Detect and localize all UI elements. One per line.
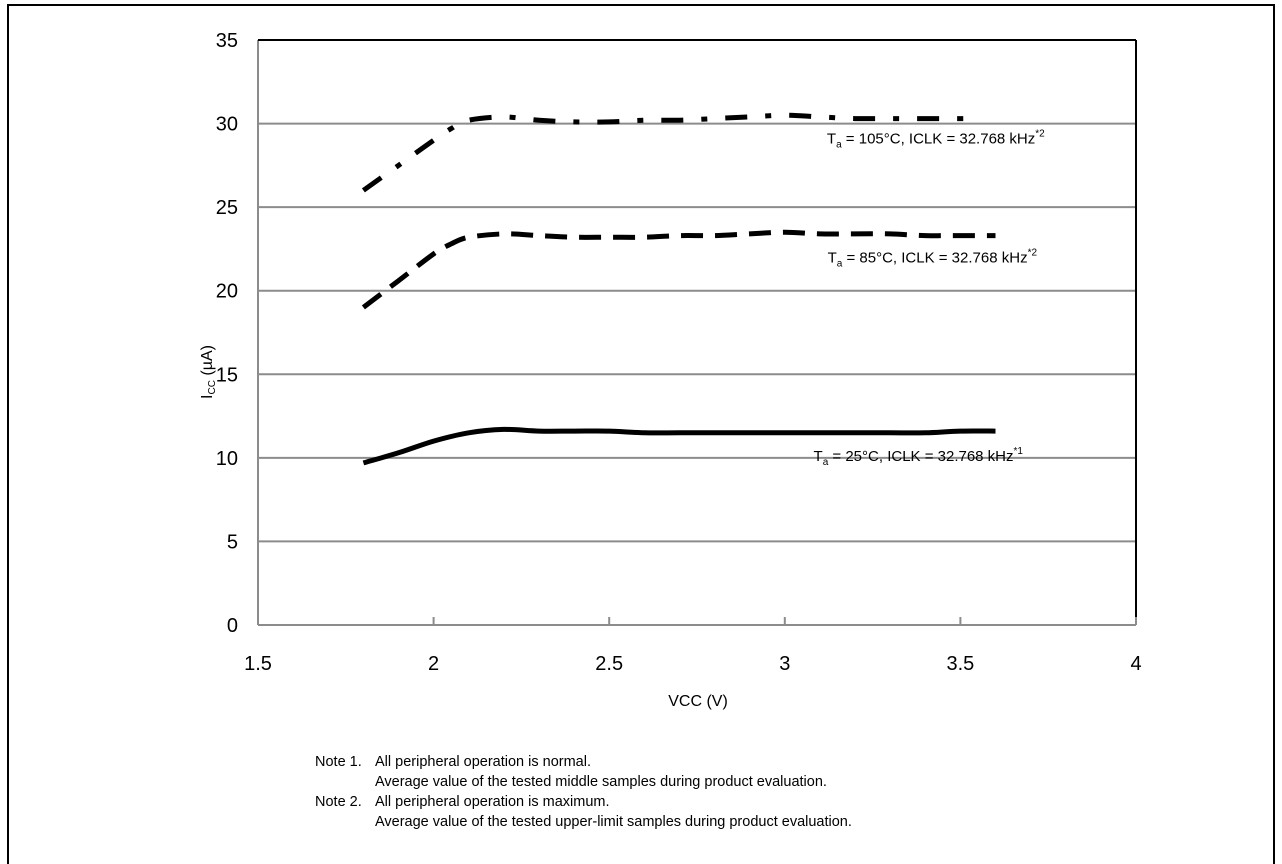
y-axis-title: ICC (µA): [199, 345, 218, 399]
y-tick-label: 15: [216, 364, 238, 386]
axes: [257, 39, 1137, 626]
x-tick-label: 2: [428, 653, 439, 675]
series-label-prefix: T: [814, 448, 823, 465]
series-line-1: [361, 112, 979, 193]
y-axis-title-main: I: [199, 395, 216, 399]
series-label-1: Ta = 105°C, ICLK = 32.768 kHz*2: [827, 129, 1045, 151]
note-2-line-2: Average value of the tested upper-limit …: [375, 814, 852, 830]
y-axis-title-sub: CC: [207, 380, 218, 394]
y-tick-label: 20: [216, 281, 238, 303]
series-label-2: Ta = 85°C, ICLK = 32.768 kHz*2: [828, 247, 1038, 269]
x-tick-label: 2.5: [595, 653, 623, 675]
note-1: Note 1. All peripheral operation is norm…: [315, 752, 852, 772]
y-tick-label: 25: [216, 197, 238, 219]
series-label-text: = 25°C, ICLK = 32.768 kHz: [828, 448, 1013, 465]
series-labels: Ta = 105°C, ICLK = 32.768 kHz*2Ta = 85°C…: [814, 129, 1046, 469]
x-tick-label: 4: [1130, 653, 1141, 675]
x-tick-label: 1.5: [244, 653, 272, 675]
series-lines: [361, 112, 996, 466]
series-label-sup: *1: [1014, 446, 1024, 457]
note-2-label: Note 2.: [315, 794, 362, 810]
series-label-sup: *2: [1028, 247, 1038, 258]
y-tick-label: 0: [227, 615, 238, 637]
note-1-line-2: Average value of the tested middle sampl…: [375, 774, 827, 790]
note-1-label: Note 1.: [315, 754, 362, 770]
x-tick-label: 3.5: [946, 653, 974, 675]
series-line-3: [362, 426, 996, 466]
series-label-sub: a: [836, 140, 842, 151]
note-1-line-1: All peripheral operation is normal.: [375, 754, 591, 770]
tick-labels: 1.5 2 2.5 3 3.5 4 0 5 10 15 20 25 30 35: [216, 30, 1142, 675]
y-tick-label: 5: [227, 531, 238, 553]
y-tick-label: 30: [216, 114, 238, 136]
x-axis-title: VCC (V): [668, 693, 728, 710]
series-label-prefix: T: [827, 131, 836, 148]
grid-lines: [258, 39, 1136, 543]
note-2-line-1: All peripheral operation is maximum.: [375, 794, 610, 810]
series-line-2: [361, 229, 996, 310]
figure-frame: [7, 4, 1275, 864]
series-label-sub: a: [837, 258, 843, 269]
series-label-sub: a: [823, 457, 829, 468]
x-tick-label: 3: [779, 653, 790, 675]
note-2: Note 2. All peripheral operation is maxi…: [315, 792, 852, 812]
y-tick-label: 35: [216, 30, 238, 52]
footnotes: Note 1. All peripheral operation is norm…: [315, 752, 852, 832]
series-label-text: = 85°C, ICLK = 32.768 kHz: [842, 249, 1027, 266]
series-label-3: Ta = 25°C, ICLK = 32.768 kHz*1: [814, 446, 1024, 468]
series-label-sup: *2: [1035, 129, 1045, 140]
series-label-text: = 105°C, ICLK = 32.768 kHz: [842, 131, 1036, 148]
series-label-prefix: T: [828, 249, 837, 266]
y-axis-title-rest: (µA): [199, 345, 216, 380]
y-tick-label: 10: [216, 448, 238, 470]
